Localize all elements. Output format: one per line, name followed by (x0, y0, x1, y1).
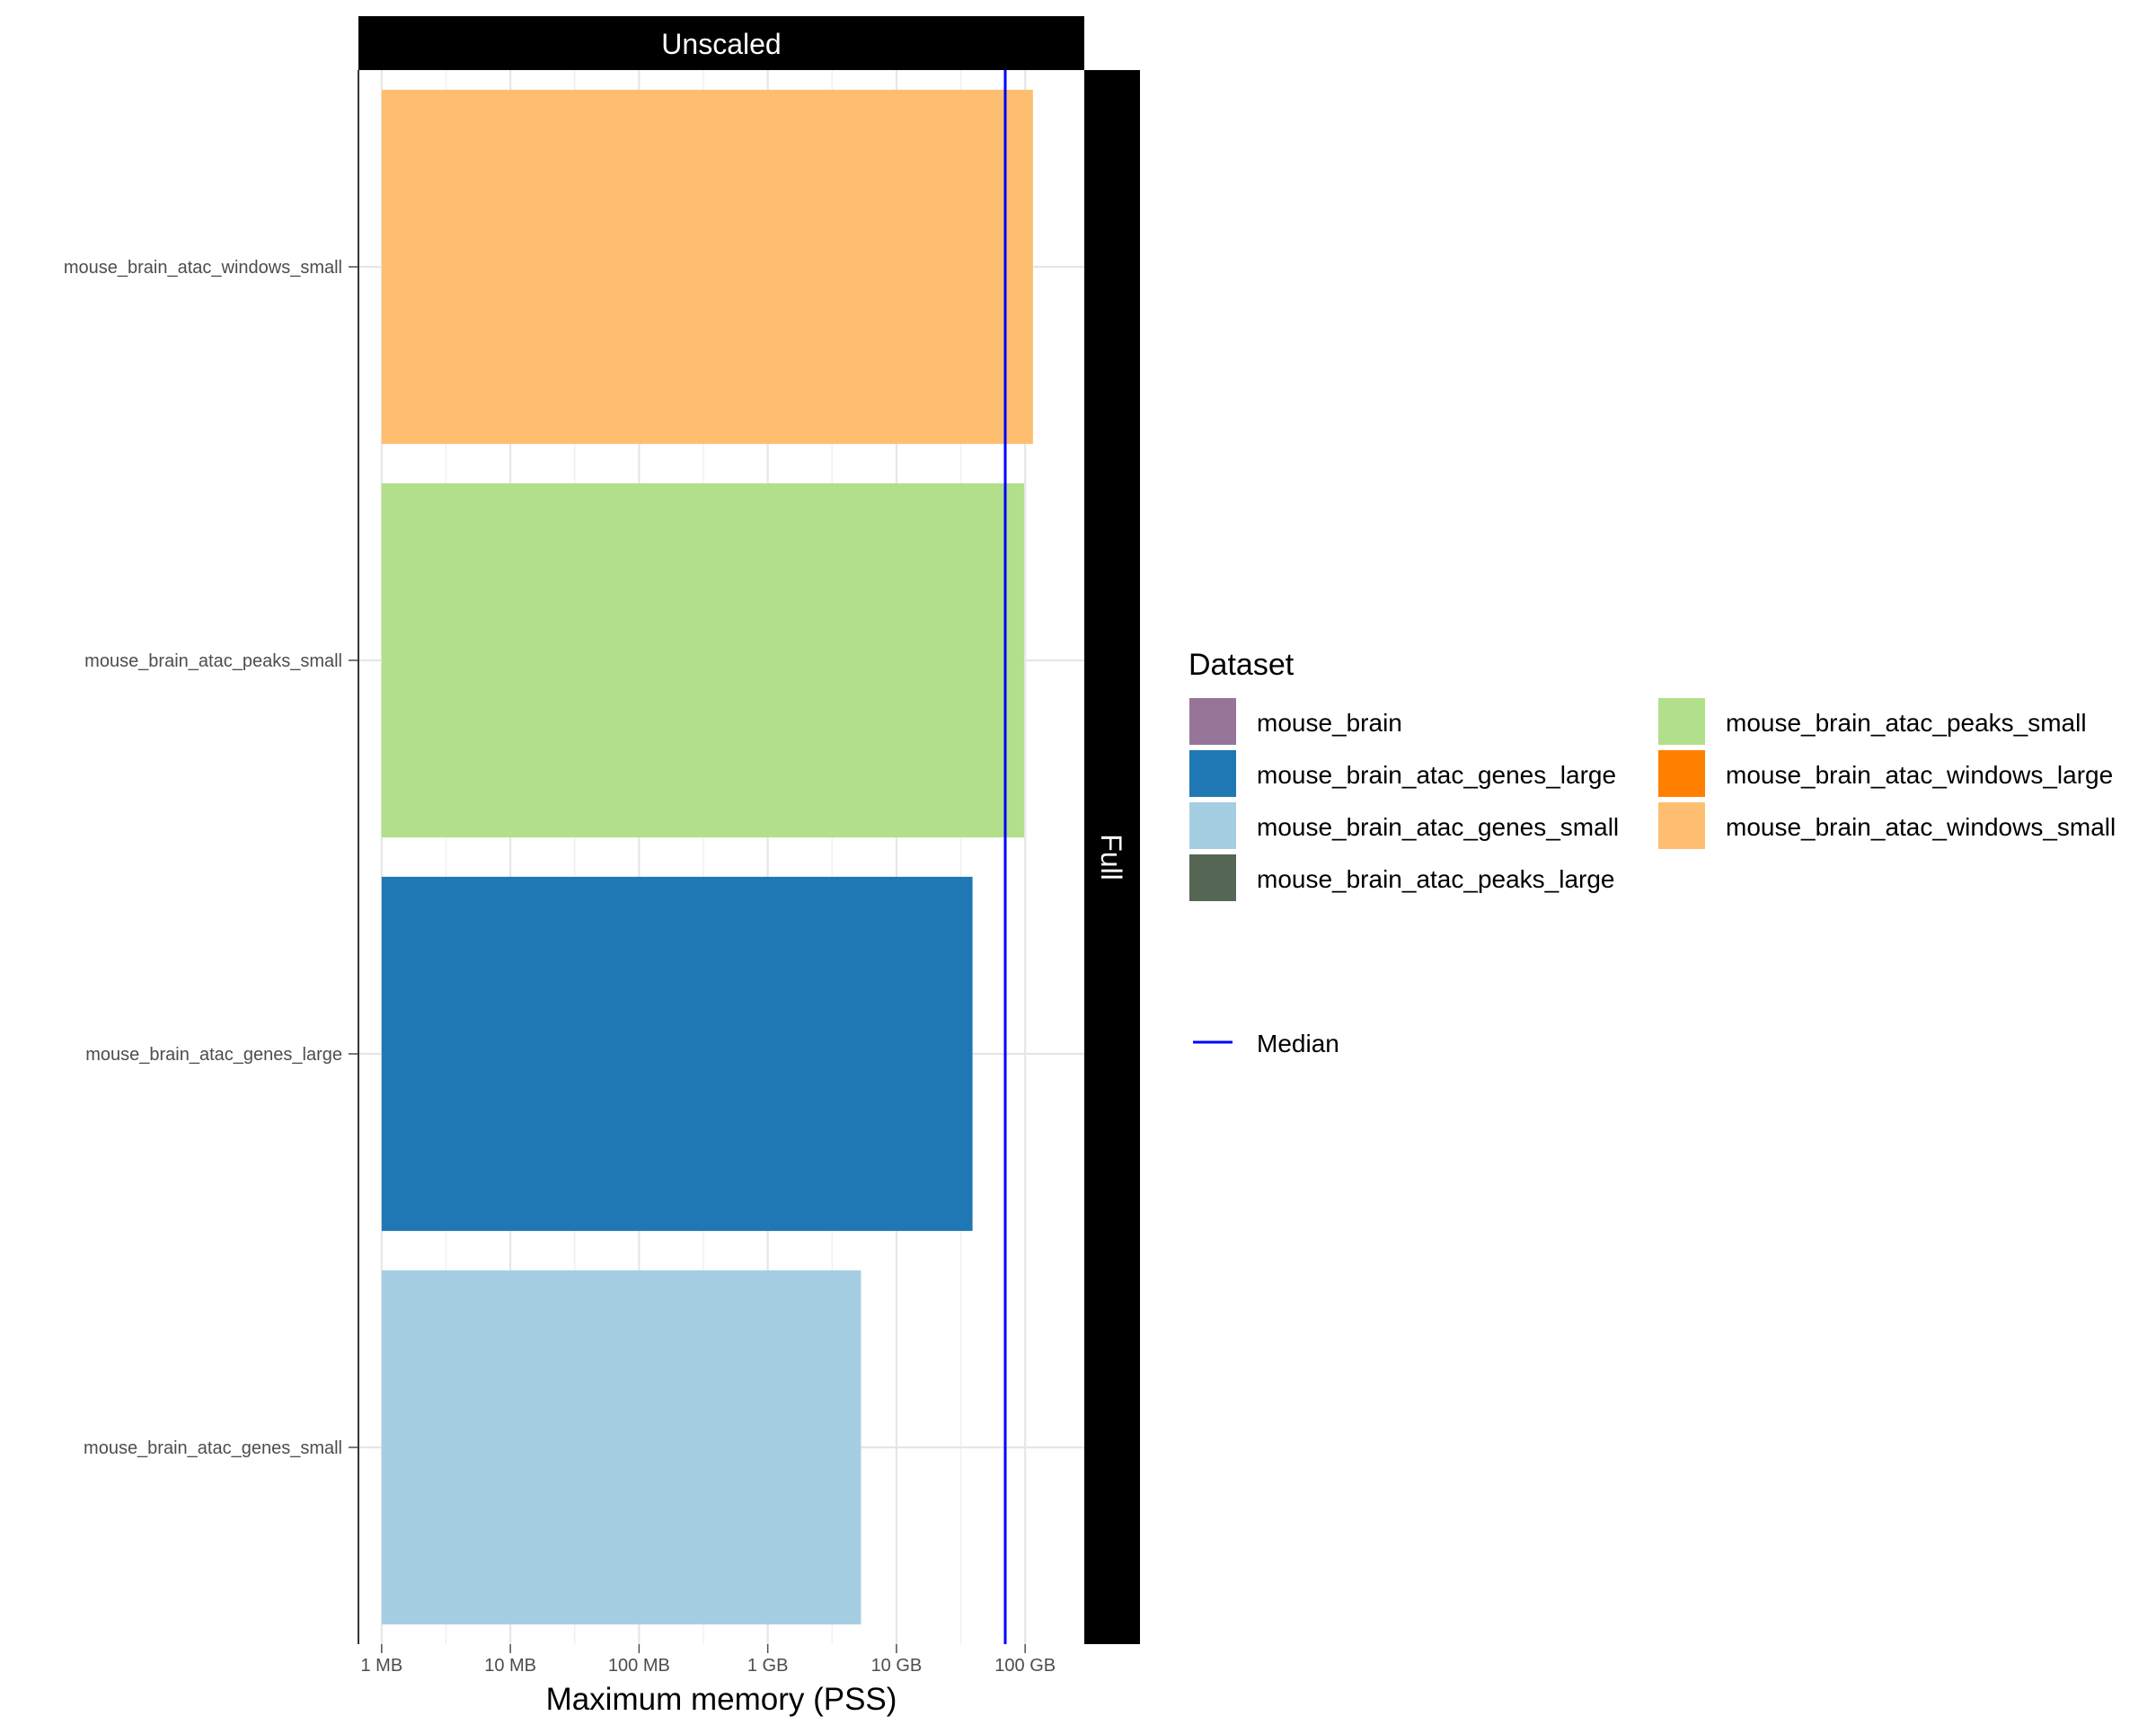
legend-label: mouse_brain_atac_windows_small (1726, 813, 2116, 841)
facet-strip-top (358, 16, 1084, 70)
y-tick-label: mouse_brain_atac_peaks_small (84, 651, 342, 671)
y-tick-label: mouse_brain_atac_genes_small (84, 1438, 342, 1458)
legend-swatch (1188, 853, 1238, 903)
legend-label: mouse_brain_atac_peaks_small (1726, 709, 2087, 737)
y-tick-label: mouse_brain_atac_windows_small (64, 258, 342, 278)
legend-swatch (1188, 696, 1238, 747)
legend-label: mouse_brain_atac_genes_large (1257, 761, 1616, 789)
bar-mouse_brain_atac_genes_large (381, 876, 973, 1232)
legend-label: mouse_brain_atac_peaks_large (1257, 865, 1615, 893)
x-axis-title: Maximum memory (PSS) (546, 1682, 897, 1717)
facet-strip-right (1084, 70, 1140, 1644)
x-tick-label: 100 GB (994, 1656, 1056, 1676)
legend-title: Dataset (1188, 648, 1294, 682)
x-tick-label: 1 GB (747, 1656, 789, 1676)
x-tick-label: 1 MB (361, 1656, 403, 1676)
bar-mouse_brain_atac_windows_small (381, 89, 1033, 445)
y-tick-label: mouse_brain_atac_genes_large (85, 1045, 342, 1065)
x-tick-label: 10 GB (871, 1656, 923, 1676)
bars-layer (381, 89, 1033, 1625)
x-tick-label: 10 MB (484, 1656, 536, 1676)
legend-swatch (1657, 696, 1707, 747)
legend-swatch (1188, 748, 1238, 799)
legend-swatch (1657, 748, 1707, 799)
legend-median-label: Median (1257, 1030, 1339, 1057)
x-tick-labels: 1 MB 10 MB 100 MB 1 GB 10 GB 100 GB (361, 1644, 1056, 1676)
legend-label: mouse_brain_atac_genes_small (1257, 813, 1619, 841)
legend-swatch (1188, 801, 1238, 851)
legend-label: mouse_brain_atac_windows_large (1726, 761, 2113, 789)
y-tick-labels: mouse_brain_atac_windows_small mouse_brai… (64, 258, 358, 1458)
legend-label: mouse_brain (1257, 709, 1402, 737)
legend: mouse_brainmouse_brain_atac_genes_largem… (1188, 696, 2116, 903)
facet-label-right: Full (1095, 834, 1127, 880)
x-tick-label: 100 MB (608, 1656, 670, 1676)
bar-mouse_brain_atac_peaks_small (381, 482, 1024, 838)
bar-mouse_brain_atac_genes_small (381, 1269, 862, 1625)
facet-label-top: Unscaled (661, 28, 781, 60)
legend-swatch (1657, 801, 1707, 851)
